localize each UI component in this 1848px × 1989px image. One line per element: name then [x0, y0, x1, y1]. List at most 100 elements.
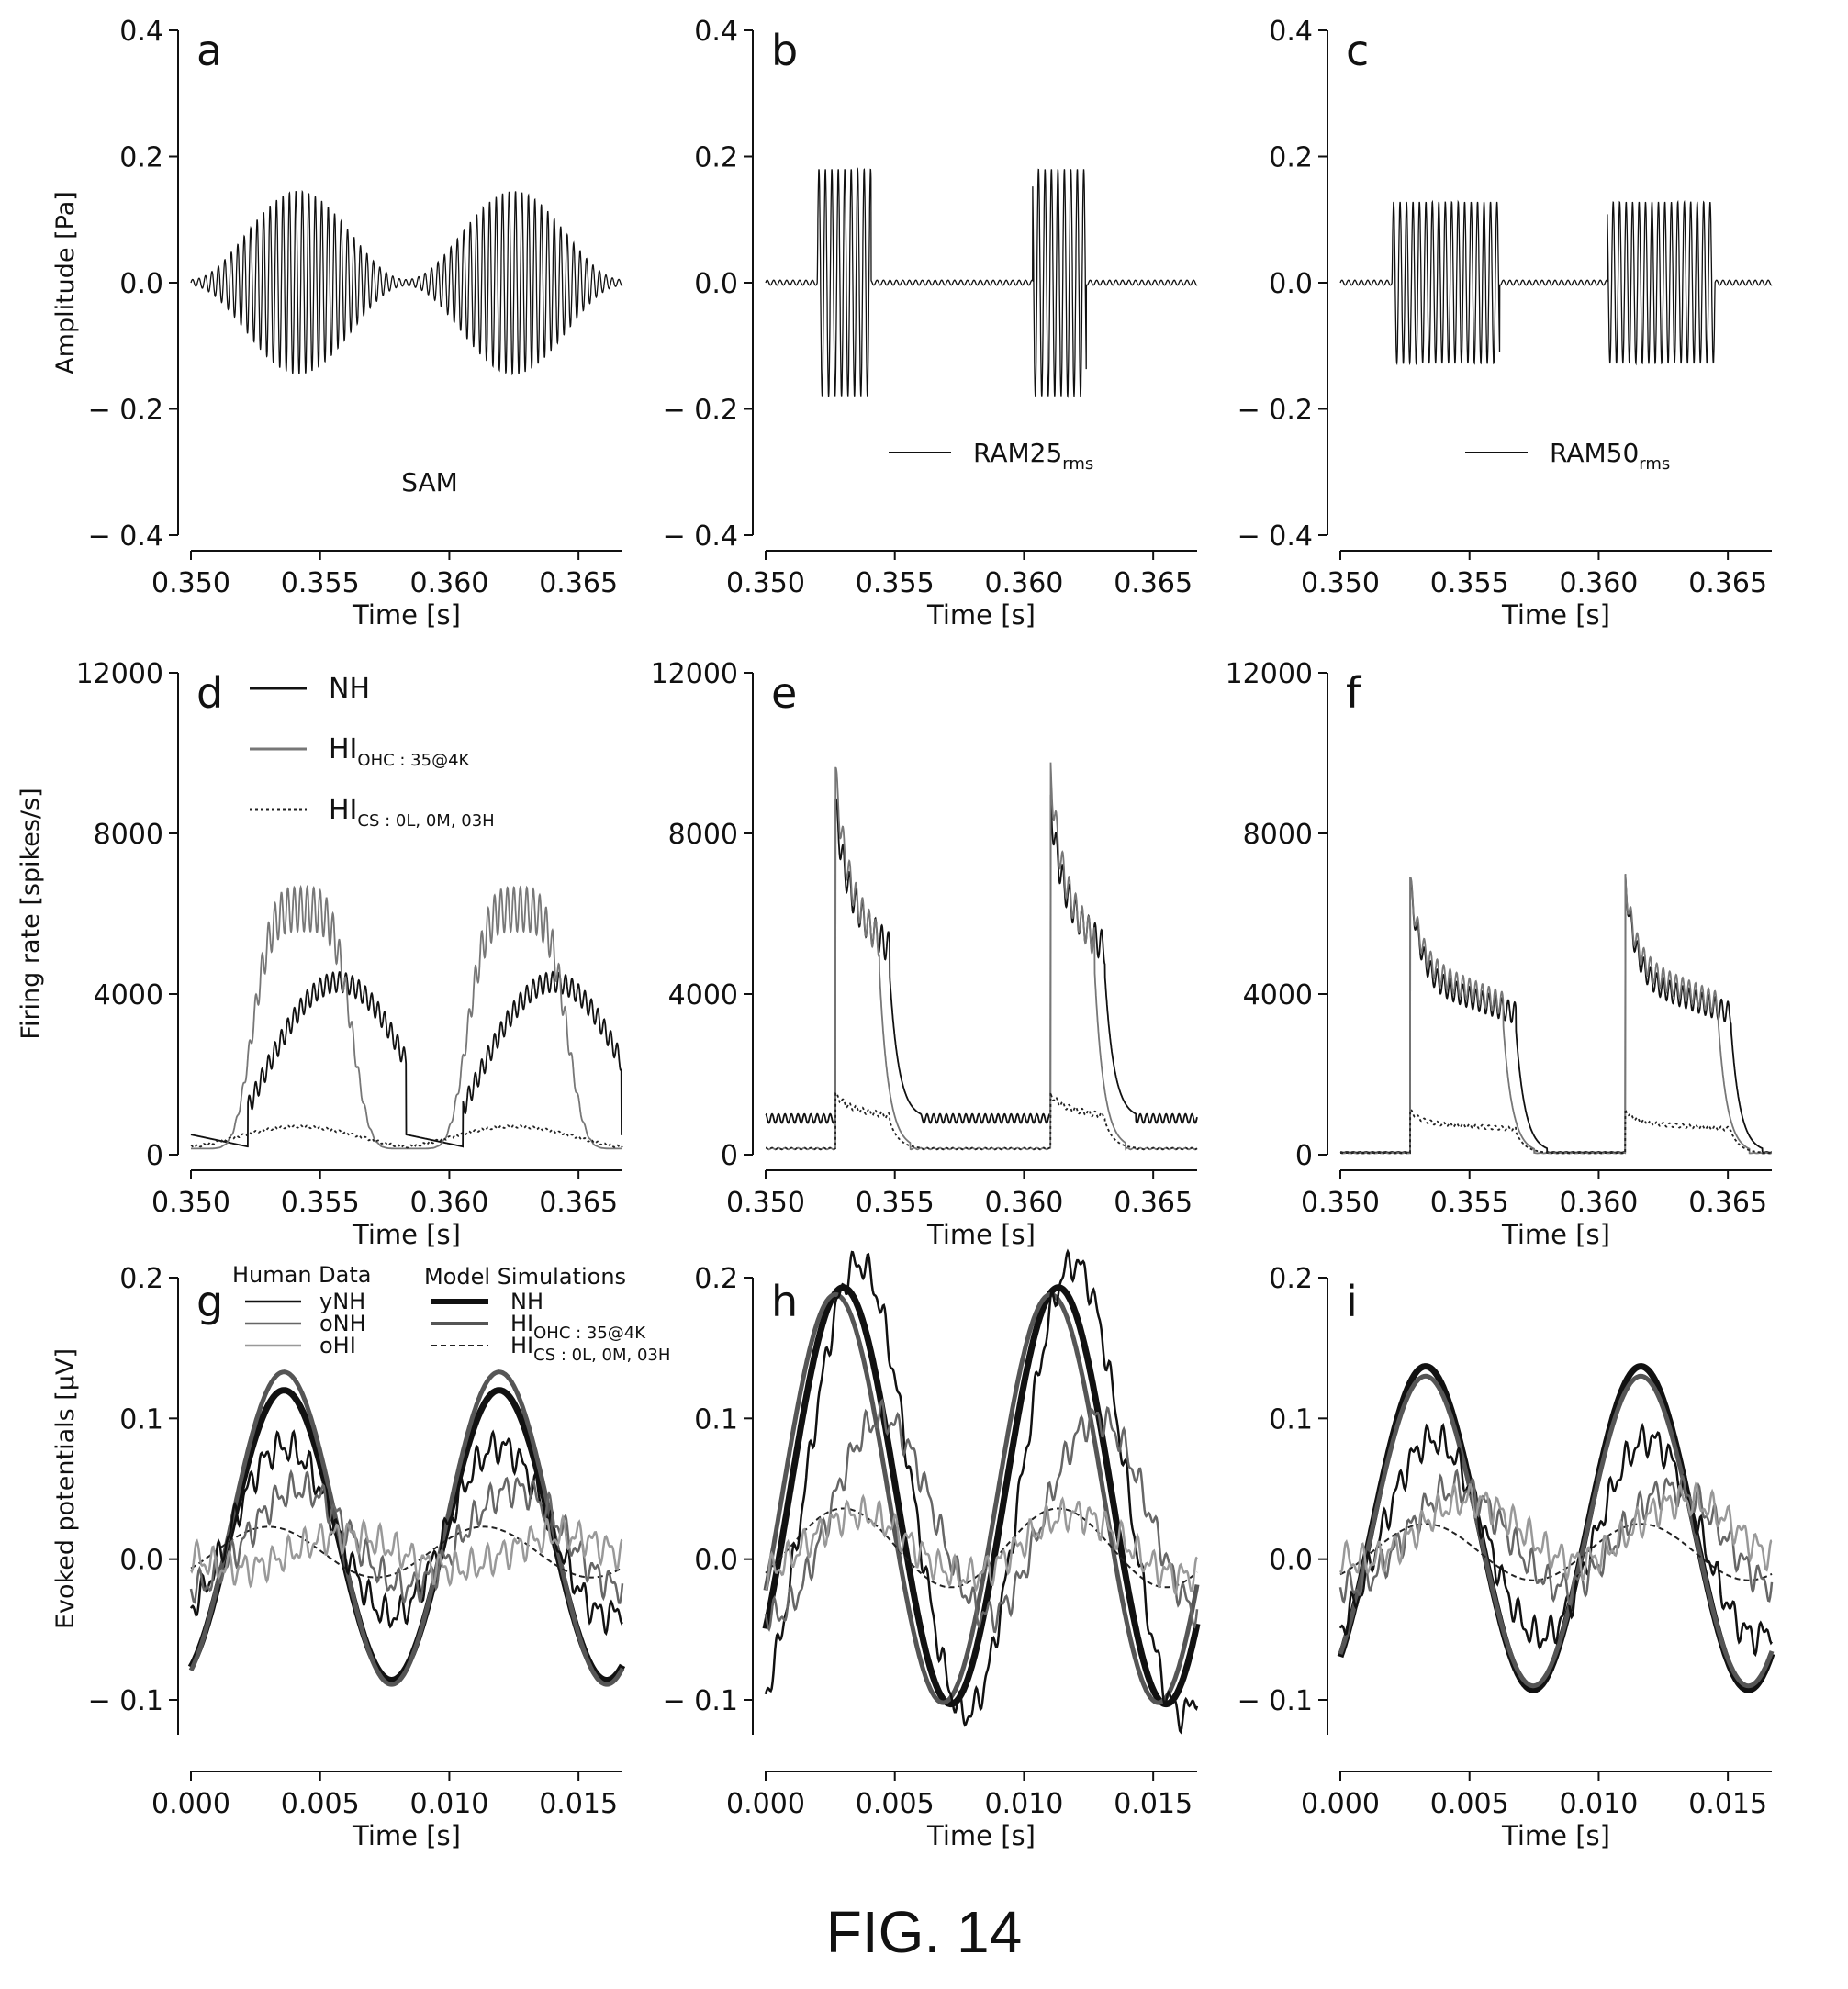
x-axis-label: Time [s] [1501, 1219, 1610, 1250]
x-tick-label: 0.005 [1430, 1788, 1509, 1820]
panel-label: c [1346, 26, 1369, 75]
x-tick-label: 0.000 [151, 1788, 230, 1820]
legend-title-model: Model Simulations [424, 1264, 626, 1290]
y-tick-label: 12000 [1226, 658, 1313, 690]
y-tick-label: 12000 [76, 658, 163, 690]
y-tick-label: − 0.1 [88, 1685, 163, 1717]
panel-d: 12000 8000 4000 0 0.350 0.355 0.360 0.365 Time [… [17, 658, 623, 1250]
x-tick-label: 0.360 [409, 1187, 488, 1219]
y-tick-label: 8000 [94, 819, 163, 851]
panel-h: 0.2 0.1 0.0 − 0.1 0.000 0.005 0.010 0.015 Time [… [663, 1248, 1201, 1851]
legend-title-human: Human Data [232, 1262, 372, 1288]
panel-label: i [1346, 1277, 1358, 1326]
x-tick-label: 0.010 [409, 1788, 488, 1820]
x-axis-label: Time [s] [352, 599, 461, 631]
x-tick-label: 0.365 [539, 1187, 618, 1219]
legend-label-human: yNH [319, 1289, 365, 1314]
panel-a: 0.4 0.2 0.0 − 0.2 − 0.4 0.350 0.355 0.360 0.365 T… [51, 16, 623, 631]
x-tick-label: 0.365 [1688, 1187, 1767, 1219]
y-tick-label: 0.2 [694, 1263, 738, 1295]
legend-label-human: oNH [319, 1311, 366, 1336]
series-ynh-i [1338, 1422, 1774, 1658]
x-tick-label: 0.355 [1430, 567, 1509, 599]
x-tick-label: 0.355 [1430, 1187, 1509, 1219]
x-tick-label: 0.360 [984, 567, 1063, 599]
y-axis-label: Amplitude [Pa] [51, 191, 80, 374]
y-tick-label: 0.2 [694, 142, 738, 174]
series-onh-g [189, 1469, 624, 1605]
series-hi-cs-d [190, 1124, 623, 1149]
series-onh-i [1338, 1469, 1774, 1606]
y-tick-label: 0.0 [119, 268, 163, 300]
x-tick-label: 0.000 [726, 1788, 805, 1820]
panel-g: 0.2 0.1 0.0 − 0.1 0.000 0.005 0.010 0.015 Time [… [51, 1262, 670, 1851]
y-tick-label: 12000 [651, 658, 738, 690]
x-tick-label: 0.015 [539, 1788, 618, 1820]
series-ram25rms-b [765, 167, 1198, 398]
y-tick-label: 0.2 [1269, 1263, 1313, 1295]
legend-label-model: HICS : 0L, 0M, 03H [510, 1333, 670, 1365]
x-axis-label: Time [s] [352, 1219, 461, 1250]
x-axis-label: Time [s] [926, 599, 1036, 631]
x-tick-label: 0.005 [856, 1788, 935, 1820]
y-axis-label: Evoked potentials [μV] [51, 1348, 80, 1629]
legend-label-model: HIOHC : 35@4K [510, 1311, 646, 1343]
y-tick-label: − 0.4 [1238, 520, 1313, 553]
series-model-hi-ohc-h [763, 1291, 1200, 1705]
panel-label: d [196, 668, 223, 718]
series-ohi-h [765, 1493, 1198, 1597]
x-tick-label: 0.350 [1301, 1187, 1380, 1219]
legend-label-c: RAM50rms [1550, 438, 1670, 474]
y-axis-label: Firing rate [spikes/s] [17, 788, 45, 1039]
series-sam-a [190, 189, 623, 376]
series-model-hi-ohc-i [1338, 1373, 1775, 1689]
y-tick-label: 0 [721, 1140, 738, 1172]
y-tick-label: 0.2 [119, 1263, 163, 1295]
y-tick-label: 0.4 [1269, 16, 1313, 48]
x-tick-label: 0.355 [281, 567, 360, 599]
series-ram50rms-c [1339, 199, 1773, 366]
y-tick-label: 0.2 [119, 142, 163, 174]
x-tick-label: 0.010 [1559, 1788, 1638, 1820]
y-tick-label: 0.0 [694, 1545, 738, 1577]
figure-caption: FIG. 14 [825, 1899, 1023, 1965]
panel-e: 12000 8000 4000 0 0.350 0.355 0.360 0.365 Time [… [651, 658, 1198, 1250]
panel-c: 0.4 0.2 0.0 − 0.2 − 0.4 0.350 0.355 0.360 0.365 T… [1238, 16, 1773, 631]
x-axis-label: Time [s] [1501, 599, 1610, 631]
x-axis-label: Time [s] [926, 1219, 1036, 1250]
panel-f: 12000 8000 4000 0 0.350 0.355 0.360 0.365 Time [… [1226, 658, 1773, 1250]
y-tick-label: 0.4 [694, 16, 738, 48]
x-tick-label: 0.015 [1688, 1788, 1767, 1820]
x-tick-label: 0.360 [984, 1187, 1063, 1219]
series-nh-f [1339, 874, 1773, 1154]
x-axis-label: Time [s] [352, 1820, 461, 1851]
series-hi-ohc-e [765, 762, 1198, 1151]
x-tick-label: 0.355 [856, 567, 935, 599]
y-tick-label: 0.0 [1269, 1545, 1313, 1577]
x-tick-label: 0.365 [1688, 567, 1767, 599]
y-tick-label: − 0.1 [663, 1685, 738, 1717]
y-tick-label: 0.0 [119, 1545, 163, 1577]
y-tick-label: 0 [1295, 1140, 1313, 1172]
x-tick-label: 0.355 [856, 1187, 935, 1219]
series-ynh-h [764, 1248, 1199, 1735]
x-tick-label: 0.015 [1114, 1788, 1193, 1820]
x-tick-label: 0.365 [539, 567, 618, 599]
y-tick-label: − 0.4 [663, 520, 738, 553]
y-tick-label: − 0.2 [663, 395, 738, 427]
y-tick-label: 0.1 [119, 1403, 163, 1436]
series-hi-cs-f [1339, 1109, 1773, 1155]
x-tick-label: 0.010 [984, 1788, 1063, 1820]
x-tick-label: 0.005 [281, 1788, 360, 1820]
panel-b: 0.4 0.2 0.0 − 0.2 − 0.4 0.350 0.355 0.360 0.365 T… [663, 16, 1198, 631]
y-tick-label: 4000 [1243, 979, 1313, 1011]
x-tick-label: 0.355 [281, 1187, 360, 1219]
series-nh-e [765, 794, 1198, 1124]
x-tick-label: 0.365 [1114, 567, 1193, 599]
legend-label-b: RAM25rms [973, 438, 1093, 474]
y-tick-label: − 0.1 [1238, 1685, 1313, 1717]
y-tick-label: 4000 [94, 979, 163, 1011]
panel-label: f [1346, 668, 1362, 718]
series-ohi-g [189, 1514, 623, 1589]
